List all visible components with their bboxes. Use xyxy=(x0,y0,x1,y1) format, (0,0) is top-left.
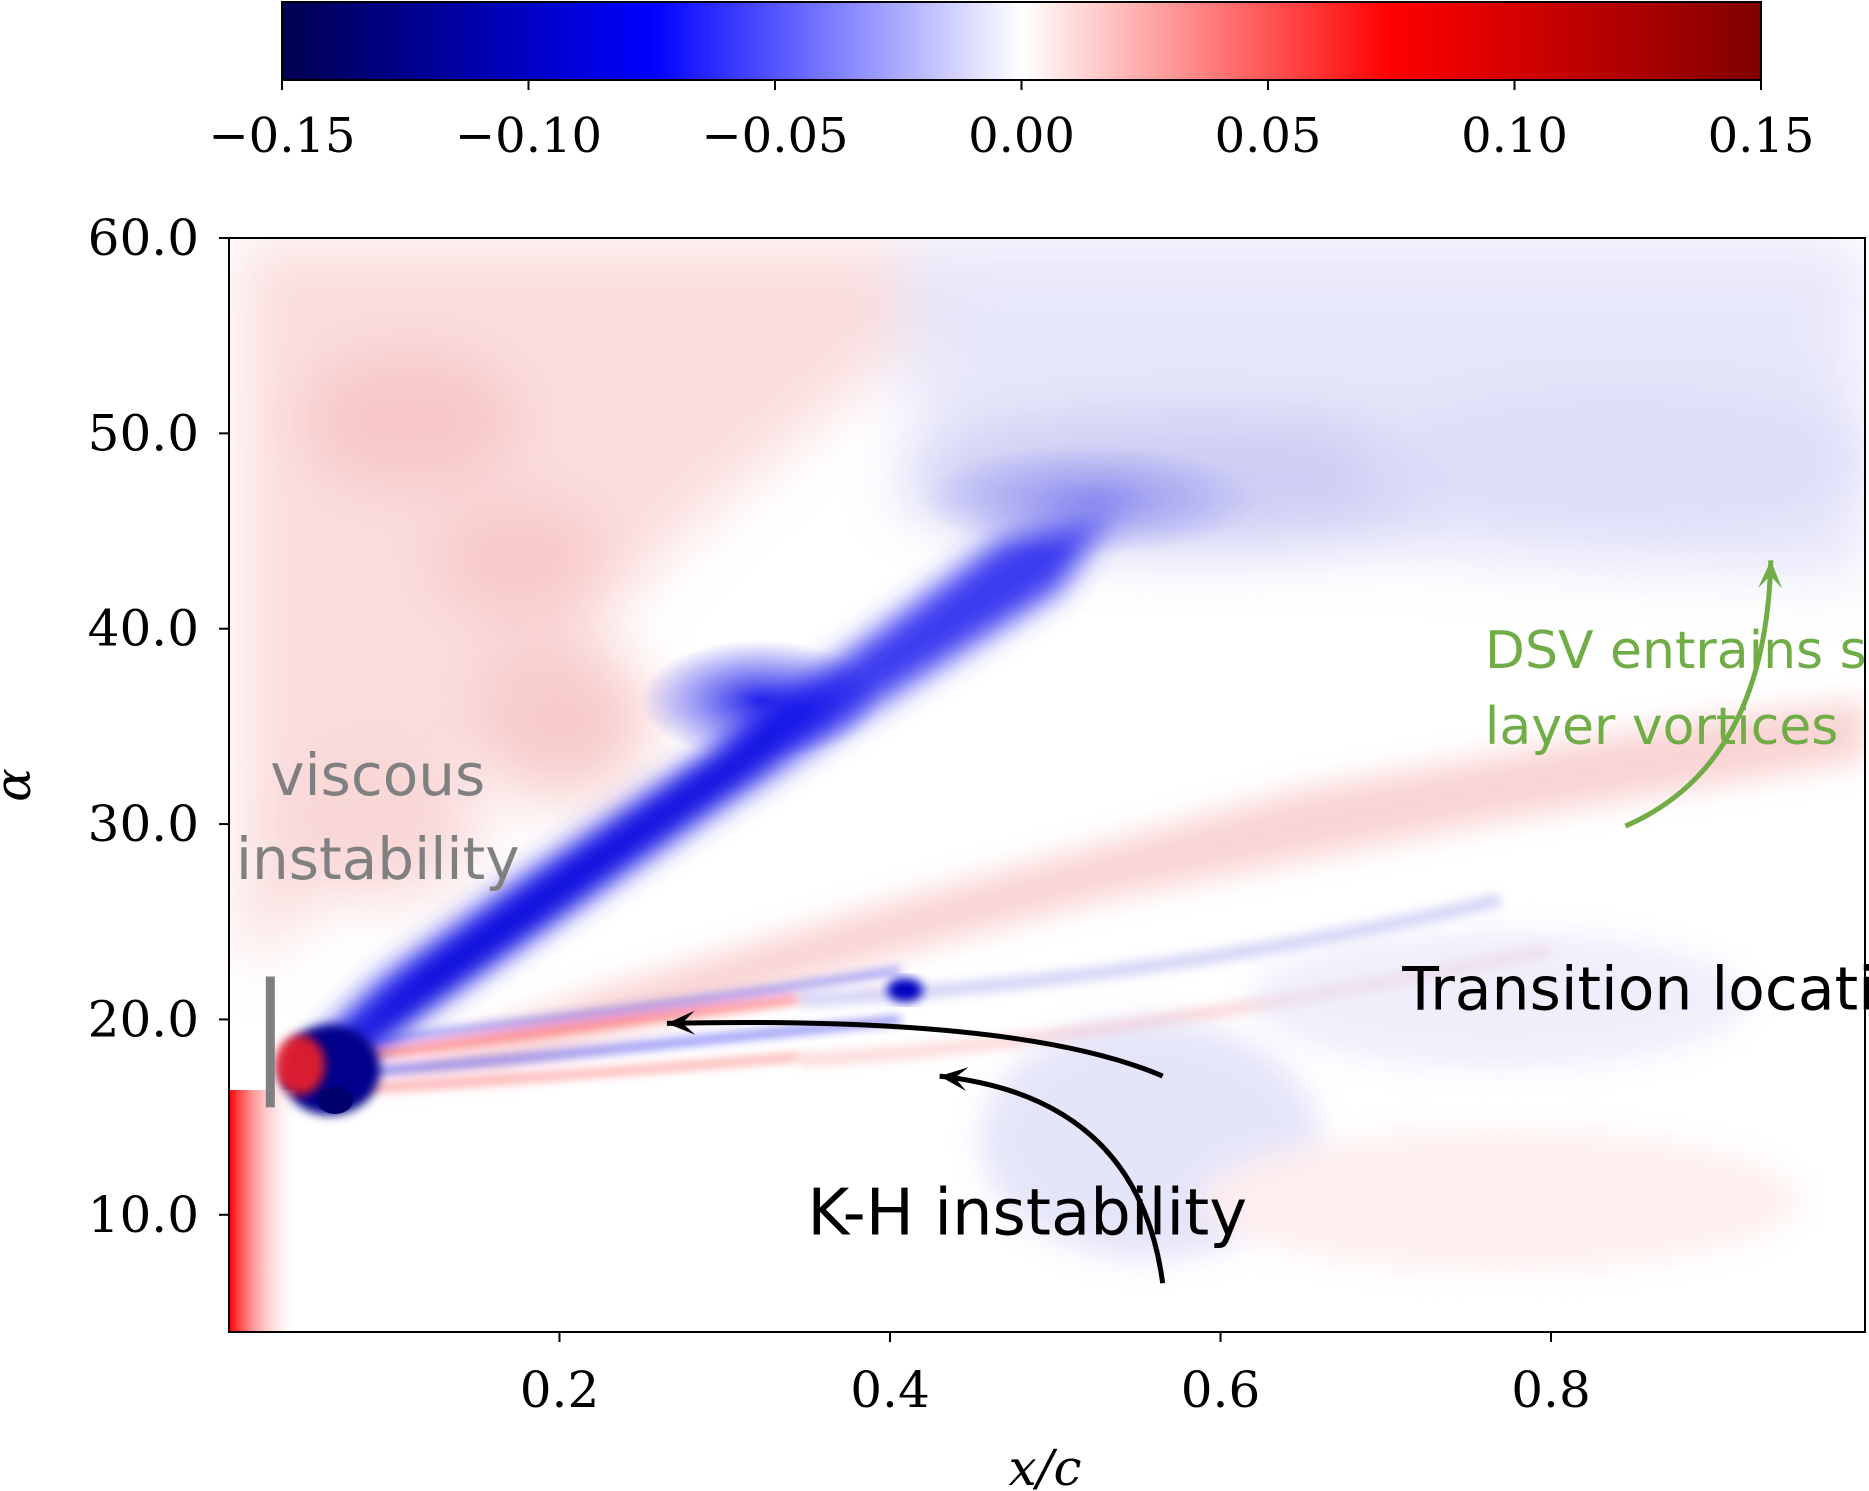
colorbar-tick-label: −0.05 xyxy=(701,108,848,164)
annotation-dsv: DSV entrains shear layer vortices xyxy=(1485,621,1869,757)
y-axis-label: α xyxy=(0,768,42,802)
dsv-arrow xyxy=(1624,560,1774,829)
y-tick-label: 10.0 xyxy=(88,1186,199,1244)
y-axis: 10.0 20.0 30.0 40.0 50.0 60.0 xyxy=(88,209,229,1244)
leading-edge-red-strip xyxy=(229,1090,299,1332)
annotation-line: K-H instability xyxy=(807,1176,1247,1250)
annotation-line: DSV entrains shear xyxy=(1485,621,1869,681)
annotation-line: layer vortices xyxy=(1485,697,1838,757)
colorbar-bar xyxy=(281,1,1762,81)
annotations: viscous instability Transition location K-H… xyxy=(236,560,1869,1284)
plot-area-frame xyxy=(228,237,1866,1333)
dsv-arrow-head xyxy=(1758,560,1783,589)
colorbar-tick-label: 0.10 xyxy=(1461,108,1568,164)
annotation-line: Transition location xyxy=(1401,955,1869,1025)
colorbar-ticks: −0.15 −0.10 −0.05 0.00 0.05 0.10 0.15 xyxy=(208,80,1814,164)
x-tick-label: 0.8 xyxy=(1511,1361,1591,1419)
y-tick-label: 30.0 xyxy=(88,795,199,853)
x-axis: 0.2 0.4 0.6 0.8 xyxy=(520,1332,1591,1419)
annotation-line: instability xyxy=(236,825,520,893)
y-tick-label: 60.0 xyxy=(88,209,199,267)
kh-arrow xyxy=(939,1073,1166,1284)
y-tick-label: 50.0 xyxy=(88,404,199,462)
colorbar-tick-label: 0.15 xyxy=(1708,108,1815,164)
annotation-transition: Transition location xyxy=(1401,955,1869,1025)
annotation-viscous: viscous instability xyxy=(236,741,520,893)
colorbar-tick-label: 0.05 xyxy=(1215,108,1322,164)
x-tick-label: 0.6 xyxy=(1181,1361,1261,1419)
kh-arrow-head xyxy=(939,1067,969,1092)
leading-edge-vortices xyxy=(275,978,923,1115)
shear-layer-red-band xyxy=(340,700,1865,1080)
heatmap-field xyxy=(229,238,1865,1332)
kh-wave-region xyxy=(980,930,1800,1270)
x-axis-label: x/c xyxy=(1008,1439,1081,1491)
transition-arrow-head xyxy=(666,1010,696,1035)
colorbar-tick-label: −0.15 xyxy=(208,108,355,164)
y-tick-label: 20.0 xyxy=(88,990,199,1048)
annotation-line: viscous xyxy=(270,741,485,809)
colorbar-tick-label: −0.10 xyxy=(455,108,602,164)
colorbar: −0.15 −0.10 −0.05 0.00 0.05 0.10 0.15 xyxy=(208,1,1814,164)
dsv-blue-band xyxy=(300,445,1260,1080)
x-tick-label: 0.4 xyxy=(850,1361,930,1419)
annotation-kh: K-H instability xyxy=(807,1176,1247,1250)
transition-arrow xyxy=(666,1019,1164,1079)
y-tick-label: 40.0 xyxy=(88,600,199,658)
x-tick-label: 0.2 xyxy=(520,1361,600,1419)
colorbar-tick-label: 0.00 xyxy=(968,108,1075,164)
upstream-red-region xyxy=(240,240,940,960)
